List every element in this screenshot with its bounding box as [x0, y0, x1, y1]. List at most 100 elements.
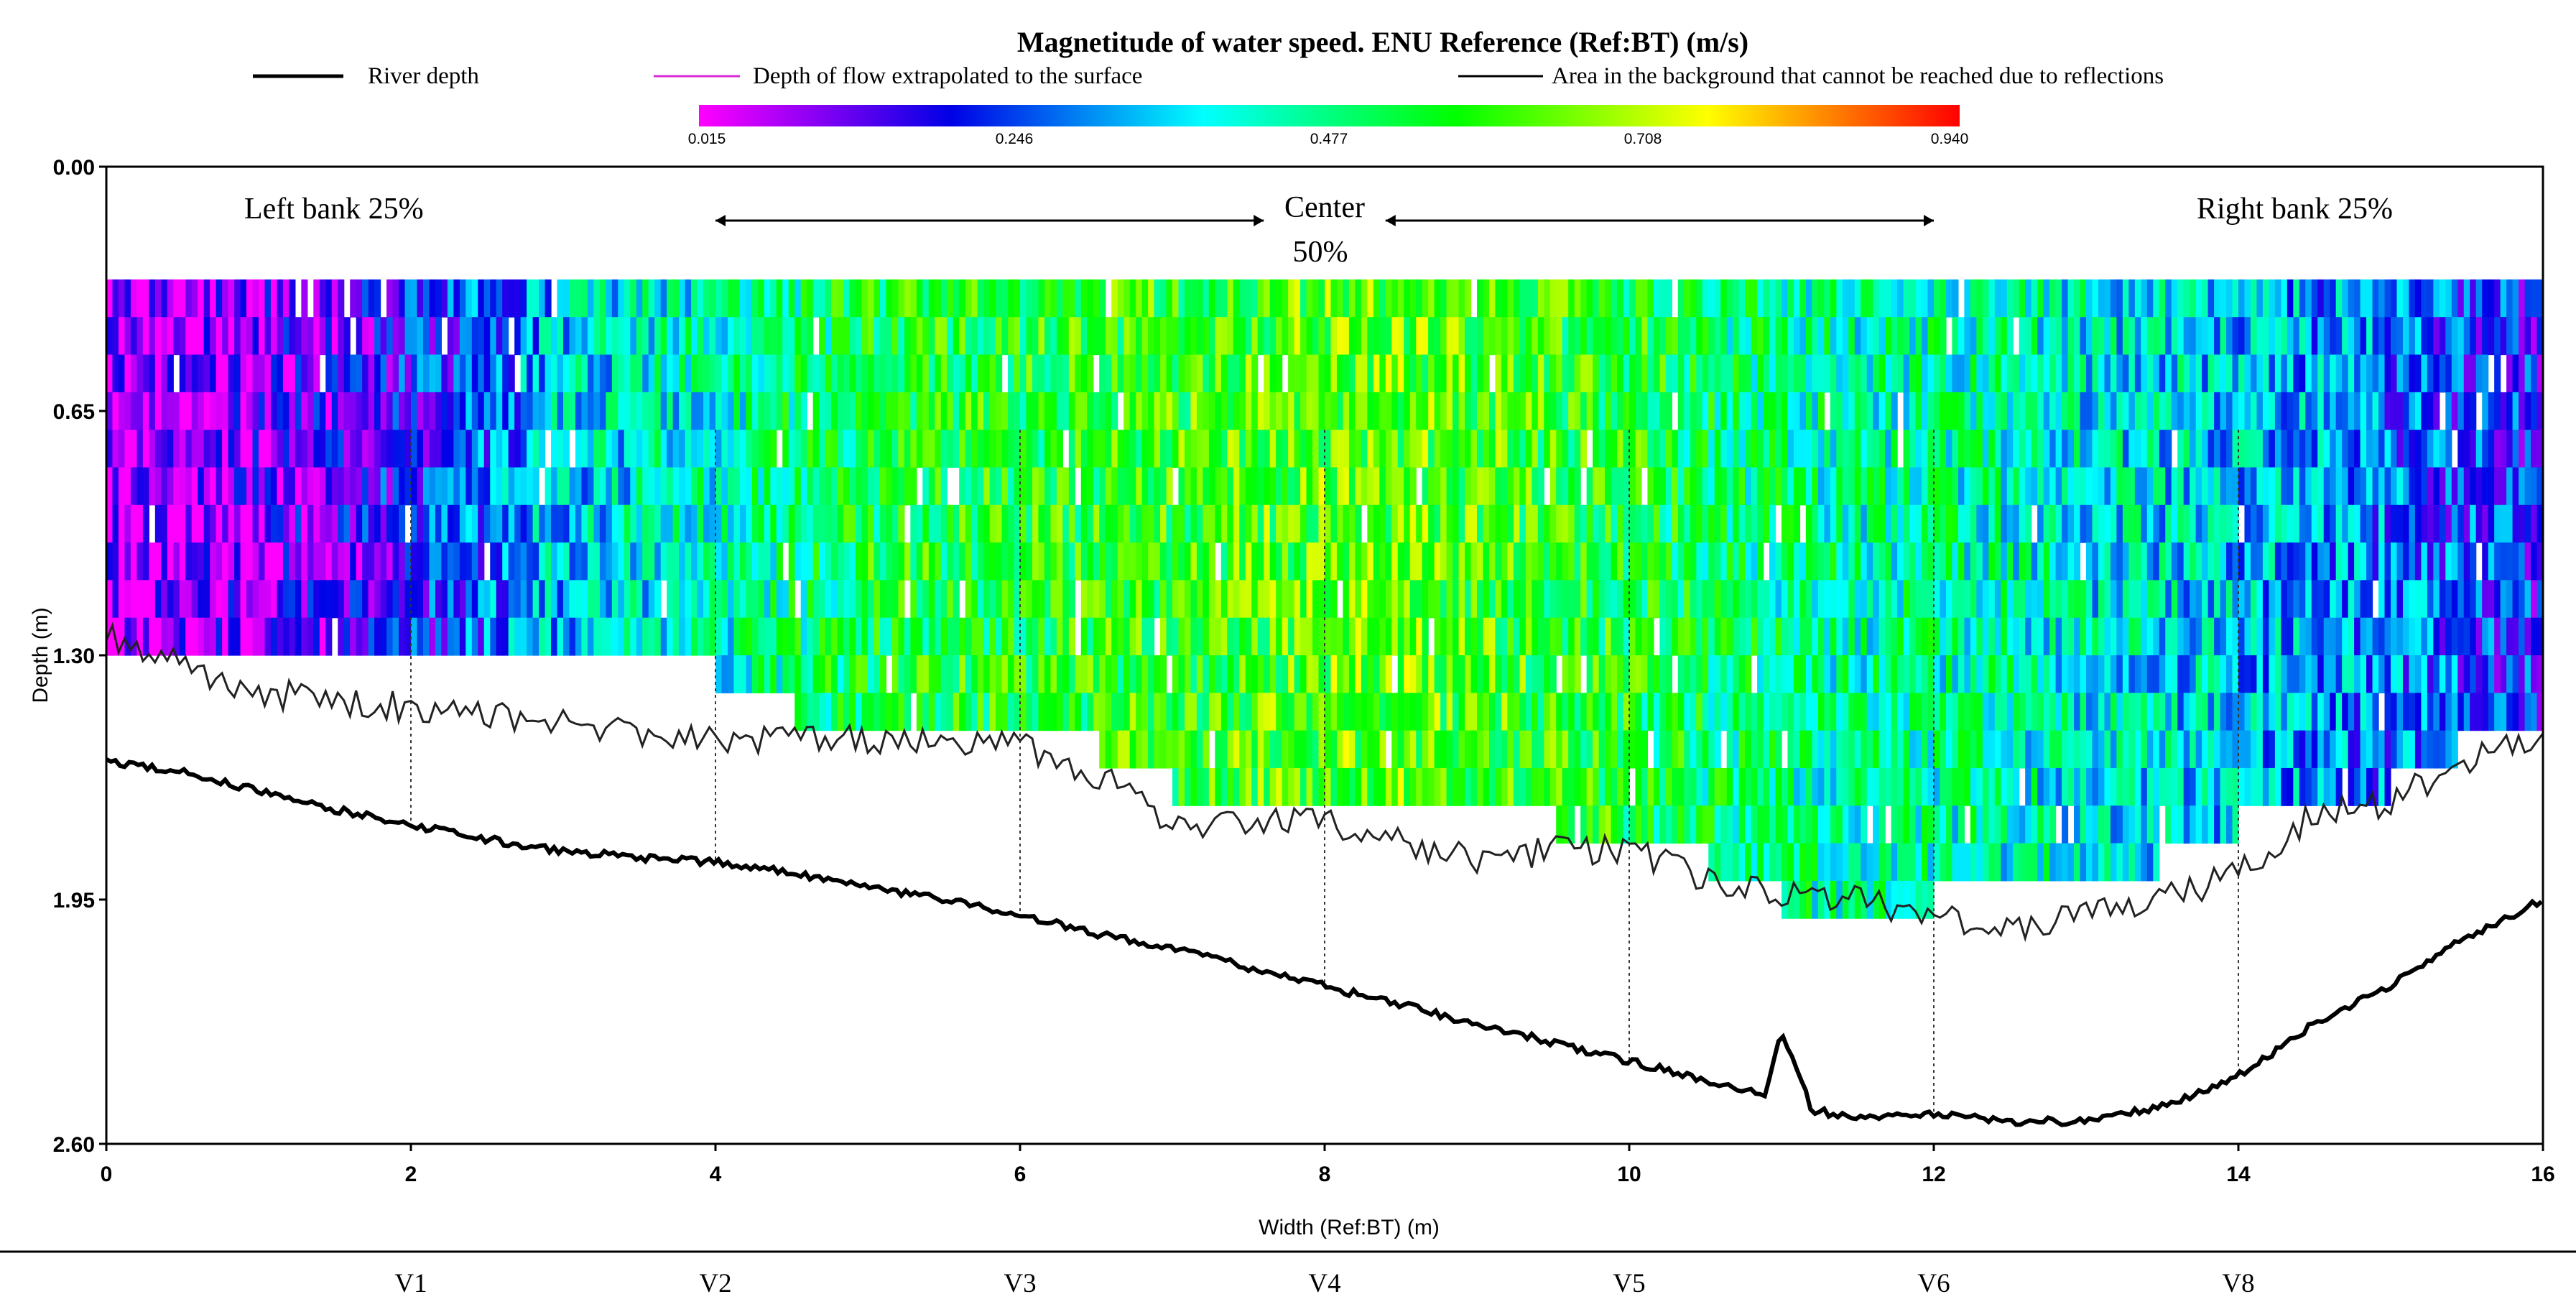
heatmap-cell	[1830, 430, 1837, 468]
heatmap-cell	[1726, 542, 1733, 581]
heatmap-cell	[301, 617, 308, 656]
heatmap-cell	[2019, 317, 2026, 356]
heatmap-cell	[1647, 655, 1654, 693]
heatmap-cell	[1300, 767, 1307, 806]
heatmap-cell	[2055, 730, 2062, 769]
heatmap-cell	[1891, 392, 1898, 430]
heatmap-cell	[2348, 317, 2355, 356]
heatmap-cell	[1934, 354, 1941, 393]
heatmap-cell	[1672, 354, 1679, 393]
heatmap-cell	[2165, 730, 2172, 769]
heatmap-cell	[1994, 617, 2001, 656]
heatmap-cell	[301, 542, 308, 581]
heatmap-cell	[1848, 279, 1855, 318]
heatmap-cell	[922, 693, 930, 731]
heatmap-cell	[1373, 655, 1380, 693]
heatmap-cell	[404, 467, 412, 506]
heatmap-cell	[1726, 843, 1733, 882]
heatmap-cell	[1190, 580, 1197, 619]
heatmap-cell	[1665, 279, 1672, 318]
heatmap-cell	[2098, 843, 2105, 882]
heatmap-cell	[404, 617, 412, 656]
heatmap-cell	[1355, 617, 1362, 656]
heatmap-cell	[1617, 617, 1624, 656]
heatmap-cell	[1220, 354, 1228, 393]
heatmap-cell	[1020, 279, 1027, 318]
heatmap-cell	[2311, 693, 2318, 731]
heatmap-cell	[2232, 542, 2239, 581]
heatmap-cell	[142, 467, 149, 506]
heatmap-cell	[1343, 580, 1350, 619]
heatmap-cell	[2317, 730, 2325, 769]
heatmap-cell	[1848, 580, 1855, 619]
heatmap-cell	[1878, 693, 1886, 731]
heatmap-cell	[459, 542, 466, 581]
heatmap-cell	[812, 354, 820, 393]
heatmap-cell	[2067, 767, 2075, 806]
heatmap-cell	[1251, 693, 1259, 731]
heatmap-cell	[2402, 430, 2410, 468]
heatmap-cell	[374, 542, 381, 581]
heatmap-cell	[1903, 805, 1910, 844]
heatmap-cell	[1593, 580, 1600, 619]
heatmap-cell	[1318, 467, 1325, 506]
heatmap-cell	[520, 467, 527, 506]
heatmap-cell	[1562, 354, 1569, 393]
heatmap-cell	[1513, 354, 1520, 393]
heatmap-cell	[441, 430, 448, 468]
heatmap-cell	[2372, 542, 2379, 581]
heatmap-cell	[1068, 693, 1075, 731]
heatmap-cell	[989, 279, 996, 318]
heatmap-cell	[758, 392, 765, 430]
heatmap-cell	[1038, 430, 1045, 468]
heatmap-cell	[1513, 317, 1520, 356]
heatmap-cell	[399, 580, 406, 619]
heatmap-cell	[1105, 542, 1112, 581]
heatmap-cell	[2067, 730, 2075, 769]
heatmap-cell	[1994, 655, 2001, 693]
heatmap-cell	[2141, 430, 2148, 468]
heatmap-cell	[2031, 279, 2038, 318]
heatmap-cell	[1440, 767, 1447, 806]
heatmap-cell	[1677, 504, 1685, 543]
heatmap-cell	[2043, 504, 2050, 543]
heatmap-cell	[203, 580, 210, 619]
heatmap-cell	[2378, 354, 2386, 393]
heatmap-cell	[1782, 617, 1789, 656]
heatmap-cell	[874, 542, 881, 581]
heatmap-cell	[898, 279, 905, 318]
heatmap-cell	[1568, 467, 1575, 506]
heatmap-cell	[1940, 354, 1947, 393]
heatmap-cell	[782, 279, 789, 318]
heatmap-cell	[2354, 430, 2361, 468]
heatmap-cell	[1141, 430, 1149, 468]
heatmap-cell	[1556, 354, 1563, 393]
heatmap-cell	[1927, 430, 1935, 468]
heatmap-cell	[1861, 617, 1868, 656]
heatmap-cell	[1264, 317, 1271, 356]
heatmap-cell	[1129, 617, 1136, 656]
heatmap-cell	[703, 354, 710, 393]
heatmap-cell	[2074, 392, 2081, 430]
heatmap-cell	[599, 279, 606, 318]
heatmap-cell	[2110, 730, 2117, 769]
heatmap-cell	[1568, 617, 1575, 656]
heatmap-cell	[2214, 354, 2221, 393]
heatmap-cell	[2317, 392, 2325, 430]
heatmap-cell	[2354, 655, 2361, 693]
heatmap-cell	[1318, 392, 1325, 430]
heatmap-cell	[2226, 279, 2233, 318]
heatmap-cell	[1099, 467, 1106, 506]
heatmap-cell	[788, 617, 795, 656]
heatmap-cell	[1970, 354, 1977, 393]
heatmap-cell	[1361, 467, 1368, 506]
heatmap-cell	[2250, 580, 2258, 619]
heatmap-cell	[2348, 655, 2355, 693]
heatmap-cell	[1519, 580, 1526, 619]
heatmap-cell	[1379, 430, 1386, 468]
heatmap-cell	[2360, 655, 2367, 693]
heatmap-cell	[179, 504, 186, 543]
heatmap-cell	[2134, 392, 2141, 430]
heatmap-cell	[1903, 843, 1910, 882]
heatmap-cell	[1684, 317, 1691, 356]
